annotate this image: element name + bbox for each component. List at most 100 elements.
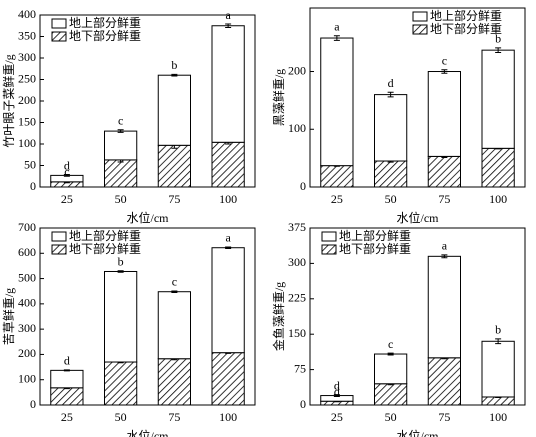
- bar-segment: [50, 369, 84, 389]
- x-tick-label: 25: [61, 410, 73, 424]
- legend-swatch: [51, 31, 67, 42]
- bar-segment: [481, 49, 515, 149]
- legend-swatch: [321, 231, 337, 242]
- bar-segment: [157, 358, 191, 406]
- legend-label: 地上部分鲜重: [339, 228, 411, 243]
- y-tick-label: 300: [18, 50, 36, 64]
- y-tick-label: 225: [288, 291, 306, 305]
- x-tick-label: 50: [115, 410, 127, 424]
- error-bar: [171, 73, 178, 77]
- error-bar: [387, 352, 394, 356]
- legend-label: 地下部分鲜重: [430, 21, 502, 36]
- y-tick-label: 400: [18, 7, 36, 21]
- error-bar: [333, 394, 340, 398]
- y-tick-label: 200: [288, 63, 306, 77]
- legend-label: 地上部分鲜重: [69, 228, 141, 243]
- bar-segment: [481, 396, 515, 406]
- significance-letter: b: [171, 58, 177, 72]
- significance-letter: c: [388, 337, 393, 351]
- bar-segment: [211, 141, 245, 188]
- bar-segment: [427, 155, 461, 188]
- x-tick-label: 100: [489, 192, 507, 206]
- bar-segment: [104, 270, 138, 363]
- bar-segment: [50, 387, 84, 406]
- x-tick-label: 100: [219, 410, 237, 424]
- y-tick-label: 0: [30, 397, 36, 411]
- significance-letter: c: [64, 165, 69, 179]
- y-axis-label: 苦草鲜重/g: [2, 288, 16, 345]
- plot-frame: [309, 7, 526, 188]
- legend-label: 地下部分鲜重: [339, 241, 411, 256]
- significance-letter: d: [334, 385, 340, 399]
- y-tick-label: 350: [18, 28, 36, 42]
- y-tick-label: 500: [18, 270, 36, 284]
- y-tick-label: 400: [18, 296, 36, 310]
- error-bar: [225, 246, 232, 249]
- x-axis-label: 水位/cm: [127, 428, 170, 437]
- bar-segment: [104, 361, 138, 406]
- y-tick-label: 0: [30, 179, 36, 193]
- x-tick-label: 100: [489, 410, 507, 424]
- error-bar: [333, 35, 340, 41]
- significance-letter: a: [225, 8, 231, 22]
- error-bar: [495, 338, 502, 345]
- y-axis-label: 金鱼藻鲜重/g: [271, 282, 286, 351]
- y-tick-label: 600: [18, 245, 36, 259]
- y-tick-label: 200: [18, 93, 36, 107]
- y-axis-label: 竹叶眼子菜鲜重/g: [2, 54, 16, 147]
- x-tick-label: 50: [385, 410, 397, 424]
- y-tick-label: 300: [18, 321, 36, 335]
- error-bar: [117, 270, 124, 273]
- bar-segment: [211, 247, 245, 354]
- bar-segment: [427, 357, 461, 406]
- x-tick-label: 50: [385, 192, 397, 206]
- legend-label: 地下部分鲜重: [69, 28, 141, 43]
- legend-label: 地上部分鲜重: [69, 15, 141, 30]
- error-bar: [441, 69, 448, 74]
- significance-letter: d: [388, 76, 394, 90]
- significance-letter: d: [64, 158, 70, 172]
- y-tick-label: 0: [300, 397, 306, 411]
- significance-letter: a: [225, 231, 231, 245]
- significance-letter: c: [118, 114, 123, 128]
- y-tick-label: 50: [24, 157, 36, 171]
- y-tick-label: 100: [288, 121, 306, 135]
- significance-letter: b: [495, 323, 501, 337]
- x-tick-label: 25: [331, 192, 343, 206]
- legend-swatch: [412, 11, 428, 22]
- legend-swatch: [51, 231, 67, 242]
- error-bar: [387, 91, 394, 98]
- legend-swatch: [51, 244, 67, 255]
- bar-segment: [374, 383, 408, 406]
- y-tick-label: 150: [288, 326, 306, 340]
- bar-segment: [157, 291, 191, 360]
- y-tick-label: 250: [18, 71, 36, 85]
- y-tick-label: 300: [288, 255, 306, 269]
- legend-label: 地上部分鲜重: [430, 8, 502, 23]
- bar-segment: [481, 340, 515, 398]
- y-tick-label: 100: [18, 371, 36, 385]
- x-tick-label: 50: [115, 192, 127, 206]
- significance-letter: c: [442, 54, 447, 68]
- y-tick-label: 200: [18, 346, 36, 360]
- x-tick-label: 25: [331, 410, 343, 424]
- y-tick-label: 75: [294, 361, 306, 375]
- bar-segment: [481, 147, 515, 188]
- legend-swatch: [412, 24, 428, 35]
- y-tick-label: 375: [288, 220, 306, 234]
- plot-frame: [309, 227, 526, 406]
- y-tick-label: 100: [18, 136, 36, 150]
- y-axis-label: 黑藻鲜重/g: [272, 69, 286, 126]
- y-tick-label: 0: [300, 179, 306, 193]
- bar-segment: [211, 25, 245, 143]
- plot-frame: [39, 227, 256, 406]
- x-tick-label: 75: [438, 410, 450, 424]
- error-bar: [225, 23, 232, 28]
- bar-segment: [211, 352, 245, 406]
- x-axis-label: 水位/cm: [397, 210, 440, 225]
- significance-letter: d: [334, 378, 340, 392]
- bar-segment: [320, 37, 354, 167]
- significance-letter: a: [442, 239, 448, 253]
- significance-letter: b: [495, 32, 501, 46]
